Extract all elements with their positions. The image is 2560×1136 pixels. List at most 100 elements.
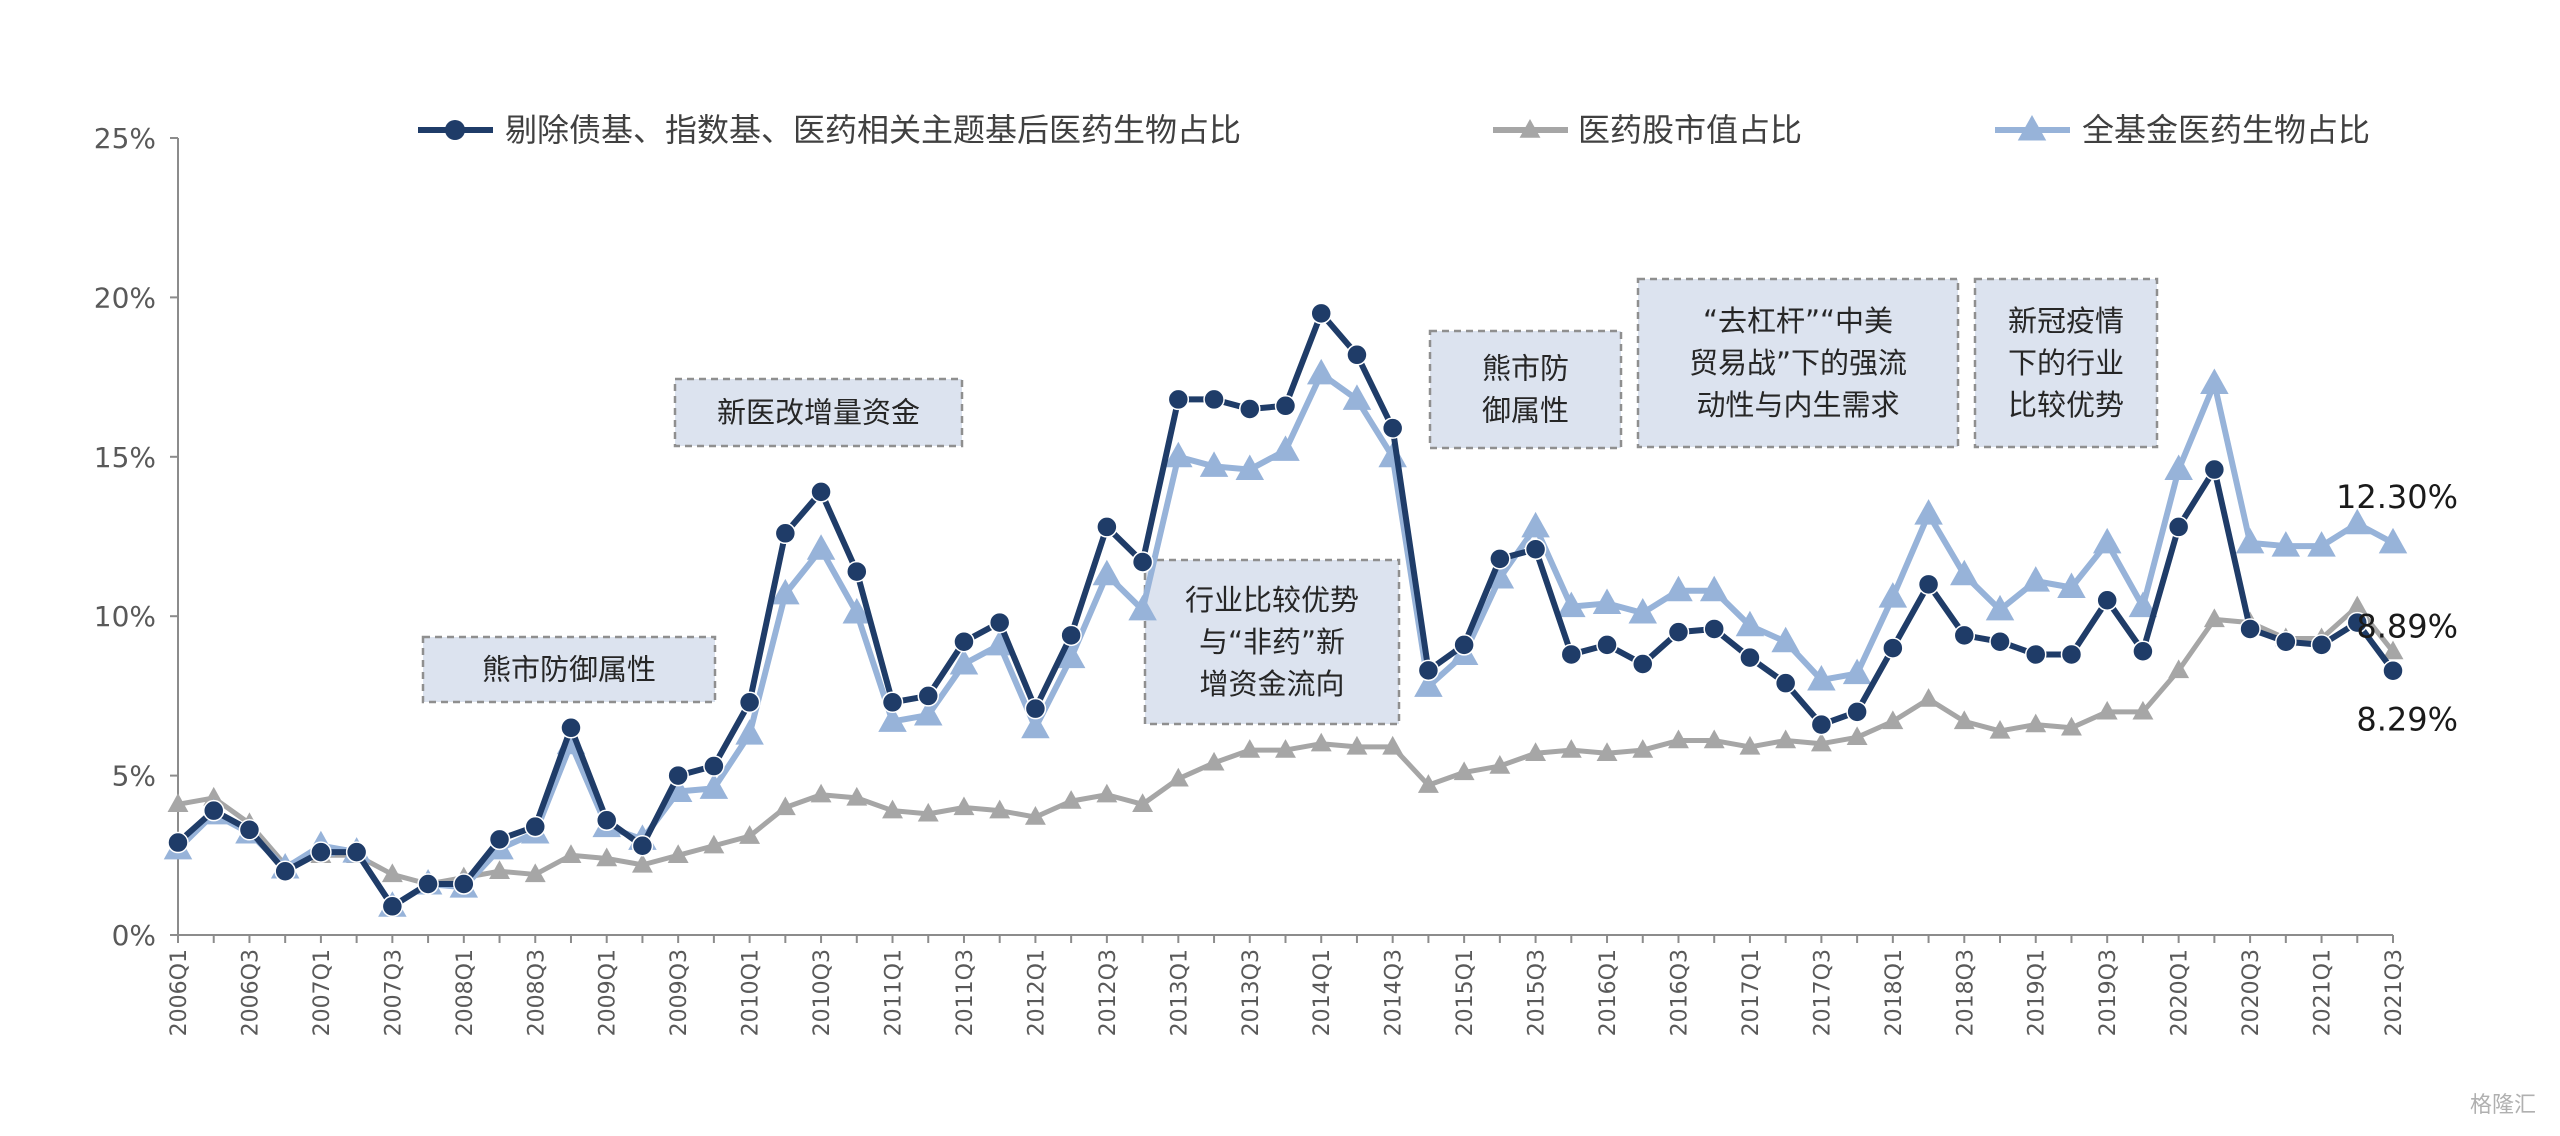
data-point (2307, 531, 2336, 557)
x-tick-label: 2010Q1 (739, 949, 764, 1036)
annotation-box: 新医改增量资金 (673, 377, 964, 448)
data-point (1524, 538, 1547, 561)
data-point (524, 815, 547, 838)
data-point (595, 809, 618, 831)
x-tick-label: 2012Q1 (1024, 949, 1049, 1036)
data-point (2092, 527, 2122, 554)
data-point (2235, 527, 2265, 554)
data-point (2021, 566, 2050, 592)
data-point (1381, 417, 1404, 439)
data-point (453, 873, 475, 895)
annotation-text: 新医改增量资金 (717, 396, 920, 430)
data-point (881, 691, 904, 714)
data-point (1810, 732, 1832, 752)
annotation-text: 御属性 (1482, 394, 1569, 428)
data-point (488, 828, 511, 851)
data-point (238, 819, 261, 841)
x-tick-label: 2007Q3 (381, 949, 406, 1036)
end-label-market-cap: 8.89% (2356, 608, 2458, 646)
legend-marker (2017, 115, 2047, 141)
data-point (703, 755, 725, 777)
data-point (2271, 531, 2301, 557)
data-point (1878, 582, 1908, 608)
data-point (1203, 751, 1225, 771)
data-point (1950, 559, 1979, 586)
data-point (1596, 742, 1618, 761)
data-point (2382, 640, 2404, 660)
data-point (2343, 508, 2372, 535)
data-point (1739, 646, 1761, 669)
data-point (1346, 344, 1368, 366)
data-point (1096, 516, 1118, 538)
annotation-bg (1143, 558, 1401, 726)
data-point (2024, 643, 2047, 666)
annotation-text: 熊市防御属性 (482, 653, 656, 687)
x-tick-label: 2016Q1 (1596, 949, 1621, 1036)
data-point (1453, 634, 1475, 656)
data-point (2132, 640, 2154, 663)
axes: 0% 5% 10% 15% 20% 25% 2006Q1 2006Q3 2007Q1 2007Q3… (94, 122, 2407, 1036)
y-tick-label: 15% (94, 441, 156, 474)
data-point (1453, 761, 1475, 781)
data-point (1060, 624, 1082, 647)
data-point (846, 560, 868, 583)
data-point (2132, 700, 2154, 720)
data-point (2203, 458, 2226, 481)
x-tick-label: 2018Q1 (1882, 949, 1907, 1036)
data-point (524, 863, 546, 883)
annotation-bg (1636, 277, 1960, 449)
data-point (631, 853, 653, 873)
annotation-bg (421, 635, 717, 704)
data-point (735, 719, 764, 745)
data-point (1882, 710, 1904, 730)
x-tick-label: 2010Q3 (810, 949, 835, 1036)
x-tick-label: 2011Q3 (953, 949, 978, 1036)
data-point (739, 825, 761, 844)
x-tick-label: 2016Q3 (1667, 949, 1692, 1036)
data-point (1310, 302, 1332, 325)
data-point (1164, 441, 1193, 468)
x-tick-label: 2021Q1 (2311, 949, 2336, 1036)
data-point (1918, 688, 1940, 707)
data-point (1021, 712, 1050, 739)
y-tick-label: 20% (94, 281, 156, 314)
data-point (2378, 527, 2408, 554)
annotation-text: 下的行业 (2008, 346, 2124, 380)
data-point (1060, 790, 1082, 809)
data-point (1167, 388, 1190, 411)
data-point (1664, 575, 1693, 602)
data-point (2310, 634, 2333, 656)
data-point (1807, 664, 1836, 691)
watermark: 格隆汇 (2470, 1093, 2536, 1118)
data-point (274, 860, 296, 882)
data-point (1914, 499, 1943, 525)
data-point (1703, 729, 1725, 749)
x-tick-label: 2018Q3 (1953, 949, 1978, 1036)
data-point (667, 844, 689, 863)
data-point (1882, 637, 1904, 659)
annotations: 熊市防御属性新医改增量资金行业比较优势与“非药”新增资金流向熊市防御属性“去杠杆… (421, 277, 2159, 726)
data-point (1342, 384, 1372, 410)
y-tick-label: 10% (94, 600, 156, 633)
data-point (1521, 511, 1550, 538)
data-point (2164, 454, 2193, 481)
data-point (2275, 630, 2297, 653)
legend: 剔除债基、指数基、医药相关主题基后医药生物占比 医药股市值占比 全基金医药生物占比 (418, 111, 2370, 149)
annotation-bg (1428, 329, 1623, 450)
annotation-text: 新冠疫情 (2008, 304, 2124, 338)
data-point (1739, 735, 1761, 755)
data-point (882, 799, 903, 819)
x-tick-label: 2009Q3 (667, 949, 692, 1036)
data-point (167, 793, 189, 812)
data-point (381, 863, 403, 883)
y-tick-label: 0% (112, 919, 156, 952)
x-tick-label: 2008Q1 (453, 949, 478, 1036)
data-point (1953, 624, 1976, 647)
y-tick-label: 5% (112, 760, 156, 793)
data-point (1274, 395, 1297, 417)
data-point (1275, 739, 1296, 758)
annotation-text: 与“非药”新 (1199, 625, 1345, 659)
data-point (2057, 572, 2086, 599)
data-point (1842, 658, 1872, 685)
